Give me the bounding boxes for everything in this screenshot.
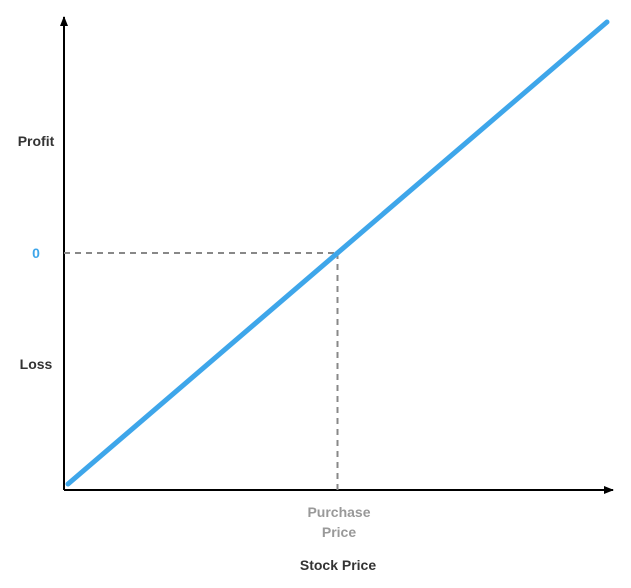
x-axis-title: Stock Price: [300, 557, 376, 573]
x-label-purchase-line2: Price: [322, 524, 356, 540]
x-label-purchase-line1: Purchase: [307, 504, 370, 520]
payoff-series-line: [65, 19, 610, 487]
y-label-profit: Profit: [18, 133, 55, 149]
y-label-loss: Loss: [20, 356, 53, 372]
y-label-zero: 0: [32, 245, 40, 261]
